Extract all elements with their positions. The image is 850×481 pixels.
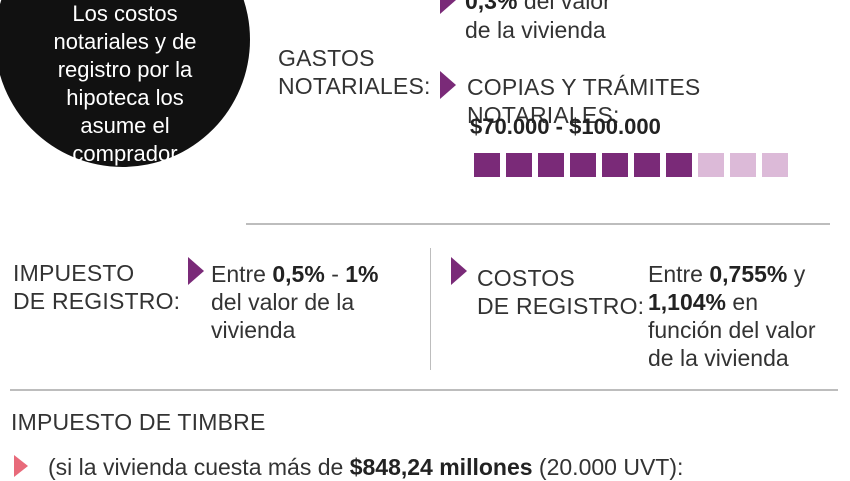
registry-costs-after: en (726, 289, 758, 315)
intro-line: asume el (80, 113, 170, 138)
notary-percent-text: del valor (517, 0, 611, 14)
range-to: $100.000 (569, 114, 661, 139)
registry-costs-label-line1: COSTOS (477, 265, 575, 291)
registry-costs-high: 1,104% (648, 289, 727, 315)
copies-label: COPIAS Y TRÁMITES NOTARIALES: (467, 74, 701, 128)
notary-percent-line2: de la vivienda (465, 17, 606, 43)
level-square-filled (634, 153, 660, 177)
bullet-triangle-icon (440, 0, 456, 14)
registry-costs-low: 0,755% (709, 261, 788, 287)
registry-tax-text: Entre (211, 261, 273, 287)
registry-tax-label-line2: DE REGISTRO: (13, 288, 181, 314)
level-square-filled (538, 153, 564, 177)
stamp-tax-text: (si la vivienda cuesta más de (48, 454, 350, 480)
divider-top (246, 223, 830, 225)
intro-line: notariales y de (53, 29, 197, 54)
divider-vertical (430, 248, 431, 370)
bullet-triangle-icon (14, 455, 28, 477)
registry-costs-line3: función del valor (648, 317, 816, 343)
intro-line: Los costos (72, 1, 178, 26)
bullet-triangle-icon (188, 257, 204, 285)
registry-tax-line3: vivienda (211, 317, 296, 343)
level-square-filled (570, 153, 596, 177)
stamp-tax-amount: $848,24 millones (349, 454, 533, 480)
bullet-triangle-icon (451, 257, 467, 285)
level-square-filled (474, 153, 500, 177)
stamp-tax-uvt: (20.000 UVT): (532, 454, 684, 480)
registry-costs-label-line2: DE REGISTRO: (477, 293, 645, 319)
notary-percent: 0,3% del valor (465, 0, 611, 15)
registry-tax-low: 0,5% (272, 261, 325, 287)
registry-costs-text: Entre (648, 261, 710, 287)
level-square-filled (506, 153, 532, 177)
stamp-tax-condition: (si la vivienda cuesta más de $848,24 mi… (48, 454, 683, 481)
range-separator: - (549, 114, 570, 139)
registry-tax-high: 1% (345, 261, 379, 287)
registry-costs-mid: y (787, 261, 806, 287)
intro-line: comprador (72, 141, 178, 166)
level-square-filled (666, 153, 692, 177)
registry-tax-label-line1: IMPUESTO (13, 260, 135, 286)
registry-tax-sep: - (324, 261, 346, 287)
level-square-empty (730, 153, 756, 177)
bullet-triangle-icon (440, 71, 456, 99)
level-square-empty (762, 153, 788, 177)
notary-label-line2: NOTARIALES: (278, 73, 431, 99)
registry-costs-line2: 1,104% en (648, 289, 758, 316)
level-square-empty (698, 153, 724, 177)
notary-label-line1: GASTOS (278, 45, 375, 71)
range-from: $70.000 (470, 114, 550, 139)
copies-range: $70.000 - $100.000 (470, 114, 661, 140)
intro-line: hipoteca los (66, 85, 184, 110)
notary-percent-value: 0,3% (465, 0, 518, 14)
stamp-tax-title: IMPUESTO DE TIMBRE (11, 409, 266, 435)
registry-costs-range: Entre 0,755% y (648, 261, 805, 288)
intro-bubble-text: Los costos notariales y de registro por … (20, 0, 230, 168)
intro-line: registro por la (57, 57, 193, 82)
registry-costs-line4: de la vivienda (648, 345, 789, 371)
level-square-filled (602, 153, 628, 177)
divider-bottom (10, 389, 838, 391)
registry-tax-line2: del valor de la (211, 289, 355, 315)
cost-level-squares (474, 153, 788, 177)
registry-tax-range: Entre 0,5% - 1% (211, 261, 379, 288)
